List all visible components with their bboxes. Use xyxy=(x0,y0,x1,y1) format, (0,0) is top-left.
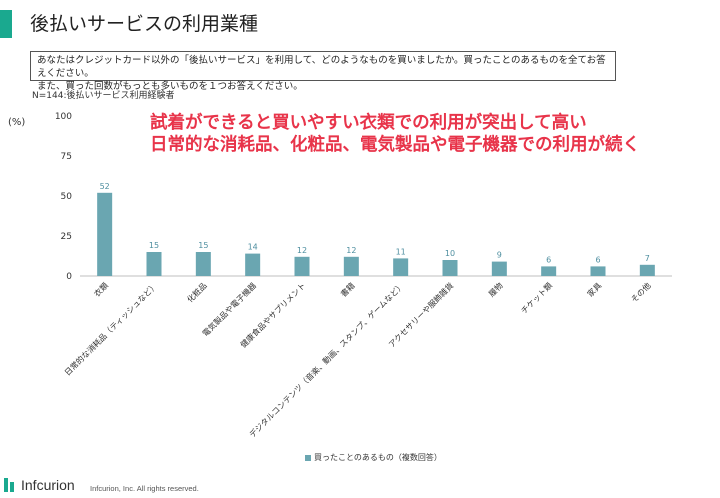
category-label: 履物 xyxy=(486,280,504,298)
y-tick-label: 75 xyxy=(61,152,72,162)
y-tick-label: 0 xyxy=(66,272,72,282)
y-axis-unit: (%) xyxy=(8,117,26,128)
bar xyxy=(245,253,261,276)
company-logo: Infcurion xyxy=(4,477,75,493)
legend: 買ったことのあるもの（複数回答） xyxy=(305,452,442,463)
legend-swatch xyxy=(305,454,311,461)
category-label: 書籍 xyxy=(338,280,356,298)
category-label: 家具 xyxy=(585,280,603,298)
data-label: 14 xyxy=(248,243,258,252)
category-label: 電気製品や電子機器 xyxy=(200,280,258,338)
category-label: その他 xyxy=(629,280,653,304)
page-title: 後払いサービスの利用業種 xyxy=(30,13,259,35)
data-label: 15 xyxy=(149,241,159,250)
headline: 試着ができると買いやすい衣類での利用が突出して高い 日常的な消耗品、化粧品、電気… xyxy=(150,112,640,156)
headline-line-1: 試着ができると買いやすい衣類での利用が突出して高い xyxy=(150,113,587,133)
bar xyxy=(97,192,113,276)
category-label: 化粧品 xyxy=(185,280,209,304)
category-label: チケット類 xyxy=(519,280,554,315)
data-label: 6 xyxy=(595,255,600,264)
data-label: 12 xyxy=(346,246,356,255)
sample-note: N=144:後払いサービス利用経験者 xyxy=(32,91,175,101)
category-label: デジタルコンテンツ（音楽、動画、スタンプ、ゲームなど） xyxy=(247,280,406,439)
bar xyxy=(442,260,458,276)
data-label: 9 xyxy=(497,251,502,260)
logo-text: Infcurion xyxy=(21,477,75,493)
bar xyxy=(146,252,162,276)
bar xyxy=(393,258,409,276)
question-line-1: あなたはクレジットカード以外の「後払いサービス」を利用して、どのようなものを買い… xyxy=(37,55,606,79)
bar xyxy=(639,264,655,276)
data-label: 10 xyxy=(445,249,455,258)
bar xyxy=(343,256,359,276)
data-label: 12 xyxy=(297,246,307,255)
category-label: 日常的な消耗品（ティッシュなど） xyxy=(62,280,159,377)
data-label: 52 xyxy=(100,182,110,191)
question-box: あなたはクレジットカード以外の「後払いサービス」を利用して、どのようなものを買い… xyxy=(30,51,616,92)
bar xyxy=(195,252,211,276)
headline-line-2: 日常的な消耗品、化粧品、電気製品や電子機器での利用が続く xyxy=(150,135,640,155)
y-tick-label: 25 xyxy=(61,232,72,242)
title-accent-bar xyxy=(0,10,12,38)
question-line-2: また、買った回数がもっとも多いものを１つお答えください。 xyxy=(37,81,303,92)
logo-icon xyxy=(4,478,18,492)
category-label: 衣類 xyxy=(92,280,110,298)
data-label: 6 xyxy=(546,255,551,264)
bar xyxy=(491,261,507,276)
y-tick-label: 100 xyxy=(55,112,72,122)
copyright: Infcurion, Inc. All rights reserved. xyxy=(90,484,199,493)
data-label: 11 xyxy=(396,247,406,256)
y-tick-label: 50 xyxy=(61,192,73,202)
bar xyxy=(294,256,310,276)
bar xyxy=(590,266,606,276)
legend-label: 買ったことのあるもの（複数回答） xyxy=(314,453,442,462)
data-label: 7 xyxy=(645,254,650,263)
bar xyxy=(541,266,557,276)
data-label: 15 xyxy=(198,241,208,250)
